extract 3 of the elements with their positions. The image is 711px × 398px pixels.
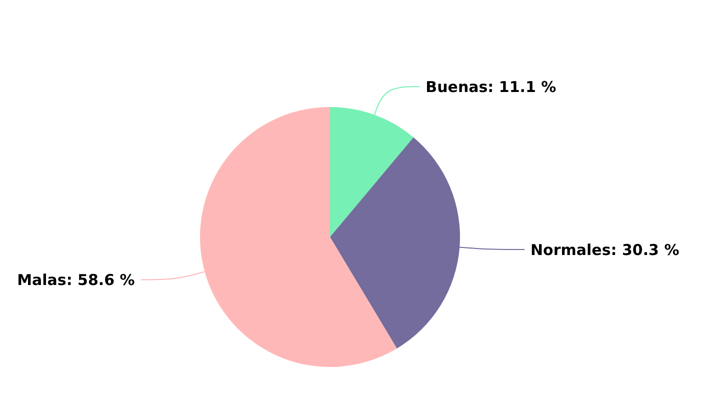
slice-label: Buenas: 11.1 %	[426, 78, 556, 96]
slice-label: Malas: 58.6 %	[17, 270, 135, 289]
slice-label: Normales: 30.3 %	[530, 240, 680, 259]
